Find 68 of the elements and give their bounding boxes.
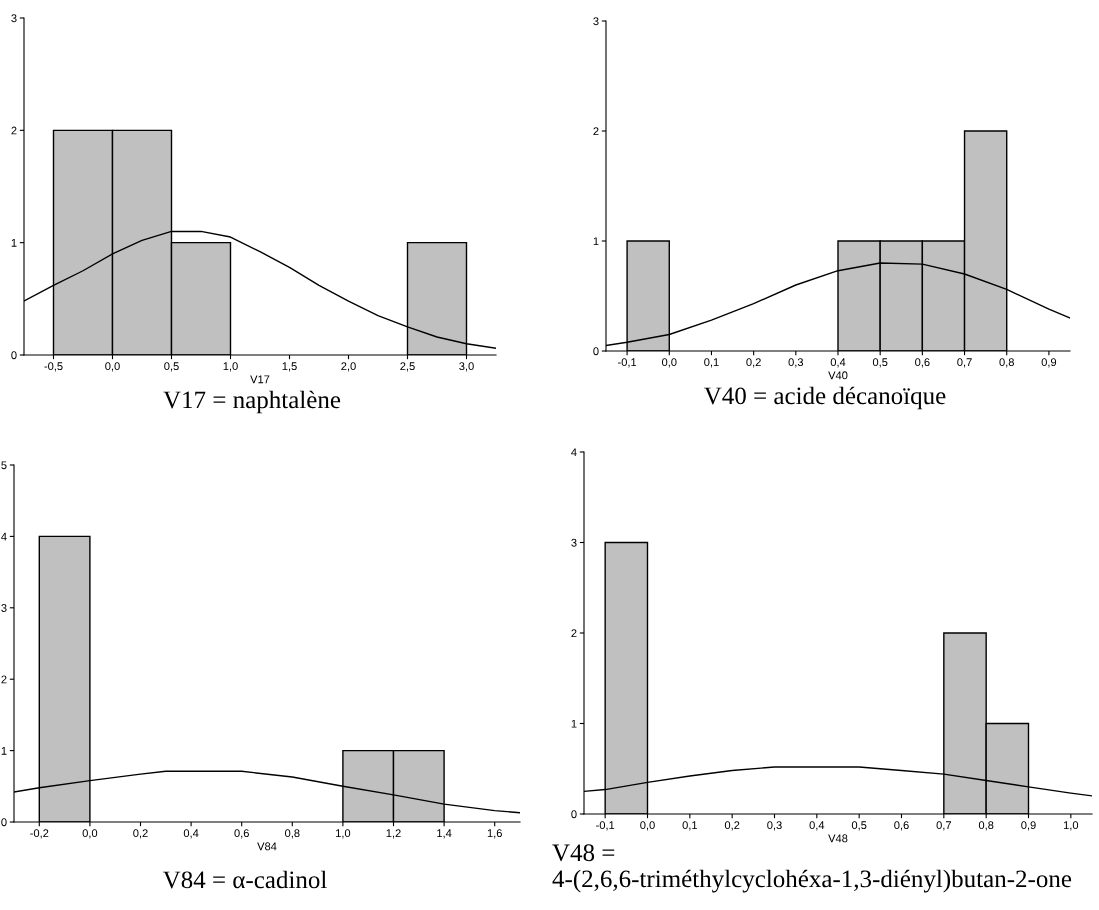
x-tick-label: -0,5 xyxy=(44,362,63,372)
x-tick-label: 0,0 xyxy=(105,362,120,372)
y-tick-label: 2 xyxy=(11,126,17,135)
x-tick-label: 0,2 xyxy=(746,358,761,368)
y-tick-label: 0 xyxy=(1,818,7,827)
x-tick-label: 0,8 xyxy=(978,821,994,831)
y-tick-label: 0 xyxy=(11,351,17,360)
x-tick-label: 1,0 xyxy=(1063,821,1079,831)
x-tick-label: -0,1 xyxy=(596,821,615,831)
x-axis-title: V17 xyxy=(250,375,270,384)
y-tick-label: 4 xyxy=(571,448,577,457)
text: V48 = 4-(2,6,6-triméthylcyclohéxa-1,3-diényl)butan-2-one xyxy=(552,844,1072,893)
y-tick-label: 2 xyxy=(571,629,577,638)
text: V84 = α-cadinol xyxy=(162,870,327,889)
y-tick-label: 1 xyxy=(11,239,17,247)
x-tick-label: -0,2 xyxy=(30,829,49,839)
x-tick-label: 0,0 xyxy=(640,821,655,831)
x-axis-title: V48 xyxy=(828,834,848,843)
x-tick-label: 0,5 xyxy=(872,358,888,368)
x-tick-label: -0,1 xyxy=(618,358,637,368)
x-tick-label: 1,0 xyxy=(223,362,238,372)
text: V17 = naphtalène xyxy=(163,390,341,414)
x-tick-label: 1,0 xyxy=(336,829,351,839)
x-tick-label: 0,2 xyxy=(724,821,740,831)
y-tick-label: 5 xyxy=(1,461,7,470)
x-tick-label: 1,5 xyxy=(282,362,297,372)
x-tick-label: 0,4 xyxy=(830,358,846,368)
x-tick-label: 0,5 xyxy=(851,821,867,831)
y-tick-label: 4 xyxy=(1,532,7,541)
y-tick-label: 0 xyxy=(571,810,577,819)
y-tick-label: 3 xyxy=(11,14,17,23)
x-tick-label: 0,7 xyxy=(936,821,951,831)
x-tick-label: 0,7 xyxy=(957,358,972,368)
y-tick-label: 0 xyxy=(593,347,599,356)
x-tick-label: 3,0 xyxy=(459,362,474,372)
x-tick-label: 0,4 xyxy=(183,829,199,839)
x-tick-label: 0,6 xyxy=(234,829,249,839)
x-tick-label: 0,9 xyxy=(1041,358,1057,368)
y-tick-label: 1 xyxy=(571,719,577,728)
x-axis-title: V40 xyxy=(828,371,848,380)
x-tick-label: 2,5 xyxy=(400,362,415,372)
x-tick-label: 1,2 xyxy=(386,829,401,839)
y-tick-label: 1 xyxy=(1,746,7,755)
x-tick-label: 0,9 xyxy=(1021,821,1036,831)
y-tick-label: 3 xyxy=(1,604,7,612)
x-tick-label: 0,5 xyxy=(164,362,179,372)
y-tick-label: 2 xyxy=(593,127,599,136)
text: V40 = acide décanoïque xyxy=(704,386,946,410)
x-axis-title: V84 xyxy=(257,842,277,851)
x-tick-label: 0,2 xyxy=(133,829,148,839)
x-tick-label: 0,1 xyxy=(704,358,719,368)
x-tick-label: 2,0 xyxy=(341,362,356,372)
x-tick-label: 0,4 xyxy=(809,821,825,831)
x-tick-label: 0,0 xyxy=(661,358,677,368)
y-tick-label: 3 xyxy=(593,17,599,26)
x-tick-label: 0,1 xyxy=(682,821,698,831)
y-tick-label: 3 xyxy=(571,538,577,547)
y-tick-label: 2 xyxy=(1,675,7,684)
x-tick-label: 1,4 xyxy=(437,829,452,839)
x-tick-label: 1,6 xyxy=(487,829,502,839)
x-tick-label: 0,8 xyxy=(285,829,300,839)
x-tick-label: 0,3 xyxy=(788,358,804,368)
x-tick-label: 0,6 xyxy=(915,358,930,368)
x-tick-label: 0,3 xyxy=(767,821,782,831)
x-tick-label: 0,8 xyxy=(999,358,1014,368)
x-tick-label: 0,6 xyxy=(894,821,909,831)
y-tick-label: 1 xyxy=(593,237,599,246)
x-tick-label: 0,0 xyxy=(82,829,98,839)
